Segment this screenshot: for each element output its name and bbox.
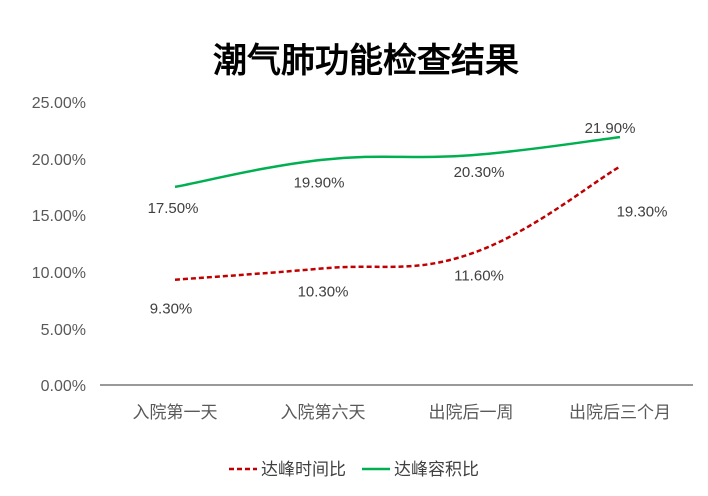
x-category-label: 出院后一周 <box>429 403 514 423</box>
data-label: 21.90% <box>585 120 636 137</box>
data-label: 9.30% <box>150 301 193 318</box>
series-line-2 <box>174 135 621 189</box>
chart-title: 潮气肺功能检查结果 <box>213 41 519 81</box>
data-label: 11.60% <box>454 268 504 285</box>
legend-label-series-1: 达峰时间比 <box>261 460 346 480</box>
y-tick-label: 10.00% <box>32 265 86 282</box>
series-layer <box>174 135 621 281</box>
series-line-1 <box>174 165 621 281</box>
y-tick-label: 25.00% <box>32 95 86 112</box>
y-tick-label: 15.00% <box>32 208 86 225</box>
legend: 达峰时间比 达峰容积比 <box>229 460 479 480</box>
legend-label-series-2: 达峰容积比 <box>394 460 479 480</box>
data-label: 19.90% <box>294 175 345 192</box>
data-label: 17.50% <box>148 200 199 217</box>
data-label: 20.30% <box>454 164 505 181</box>
data-label: 19.30% <box>617 204 668 221</box>
data-label: 10.30% <box>298 283 349 300</box>
x-category-label: 入院第六天 <box>281 403 366 423</box>
data-labels: 9.30% 10.30% 11.60% 19.30% 17.50% 19.90% 20.30… <box>148 120 668 318</box>
y-axis-ticks: 0.00% 5.00% 10.00% 15.00% 20.00% 25.00% <box>32 95 86 395</box>
x-category-label: 出院后三个月 <box>569 403 671 423</box>
x-category-label: 入院第一天 <box>133 403 218 423</box>
y-tick-label: 0.00% <box>41 378 86 395</box>
y-tick-label: 5.00% <box>41 322 86 339</box>
y-tick-label: 20.00% <box>32 152 86 169</box>
x-axis-categories: 入院第一天 入院第六天 出院后一周 出院后三个月 <box>133 403 672 423</box>
